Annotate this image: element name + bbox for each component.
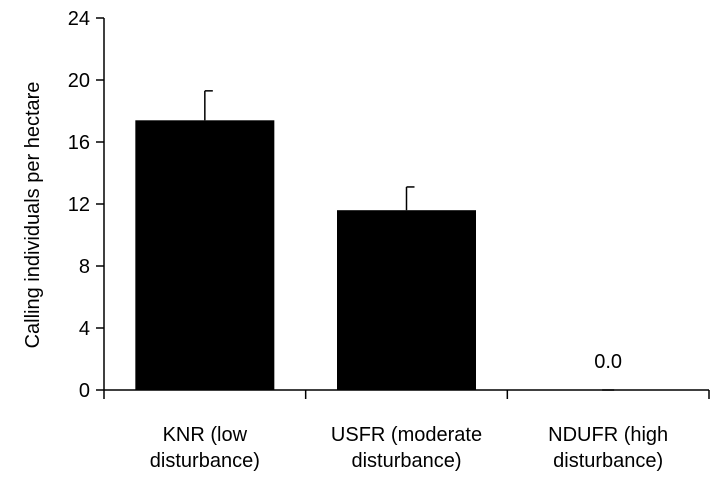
x-tick-label-1-line-2: disturbance) [150,450,260,472]
y-tick-label-7: 24 [68,8,90,30]
y-tick-label-3: 8 [79,256,90,278]
labels-layer: KNR (low disturbance) USFR (moderate distur… [68,8,668,472]
y-tick-label-5: 16 [68,132,90,154]
y-axis-label: Calling individuals per hectare [22,82,44,349]
x-tick-label-1-line-1: KNR (low [163,424,248,446]
y-tick-label-4: 12 [68,194,90,216]
bar-2 [337,210,476,390]
bars-layer [135,120,476,391]
y-tick-label-1: 0 [79,380,90,402]
data-label-3: 0.0 [594,351,622,373]
y-tick-label-6: 20 [68,70,90,92]
x-tick-label-3-line-2: disturbance) [553,450,663,472]
x-tick-label-3-line-1: NDUFR (high [548,424,668,446]
y-tick-label-2: 4 [79,318,90,340]
axes-layer [96,17,710,399]
bar-1 [135,120,275,391]
x-tick-label-2-line-2: disturbance) [351,450,461,472]
x-tick-label-2-line-1: USFR (moderate [331,424,482,446]
